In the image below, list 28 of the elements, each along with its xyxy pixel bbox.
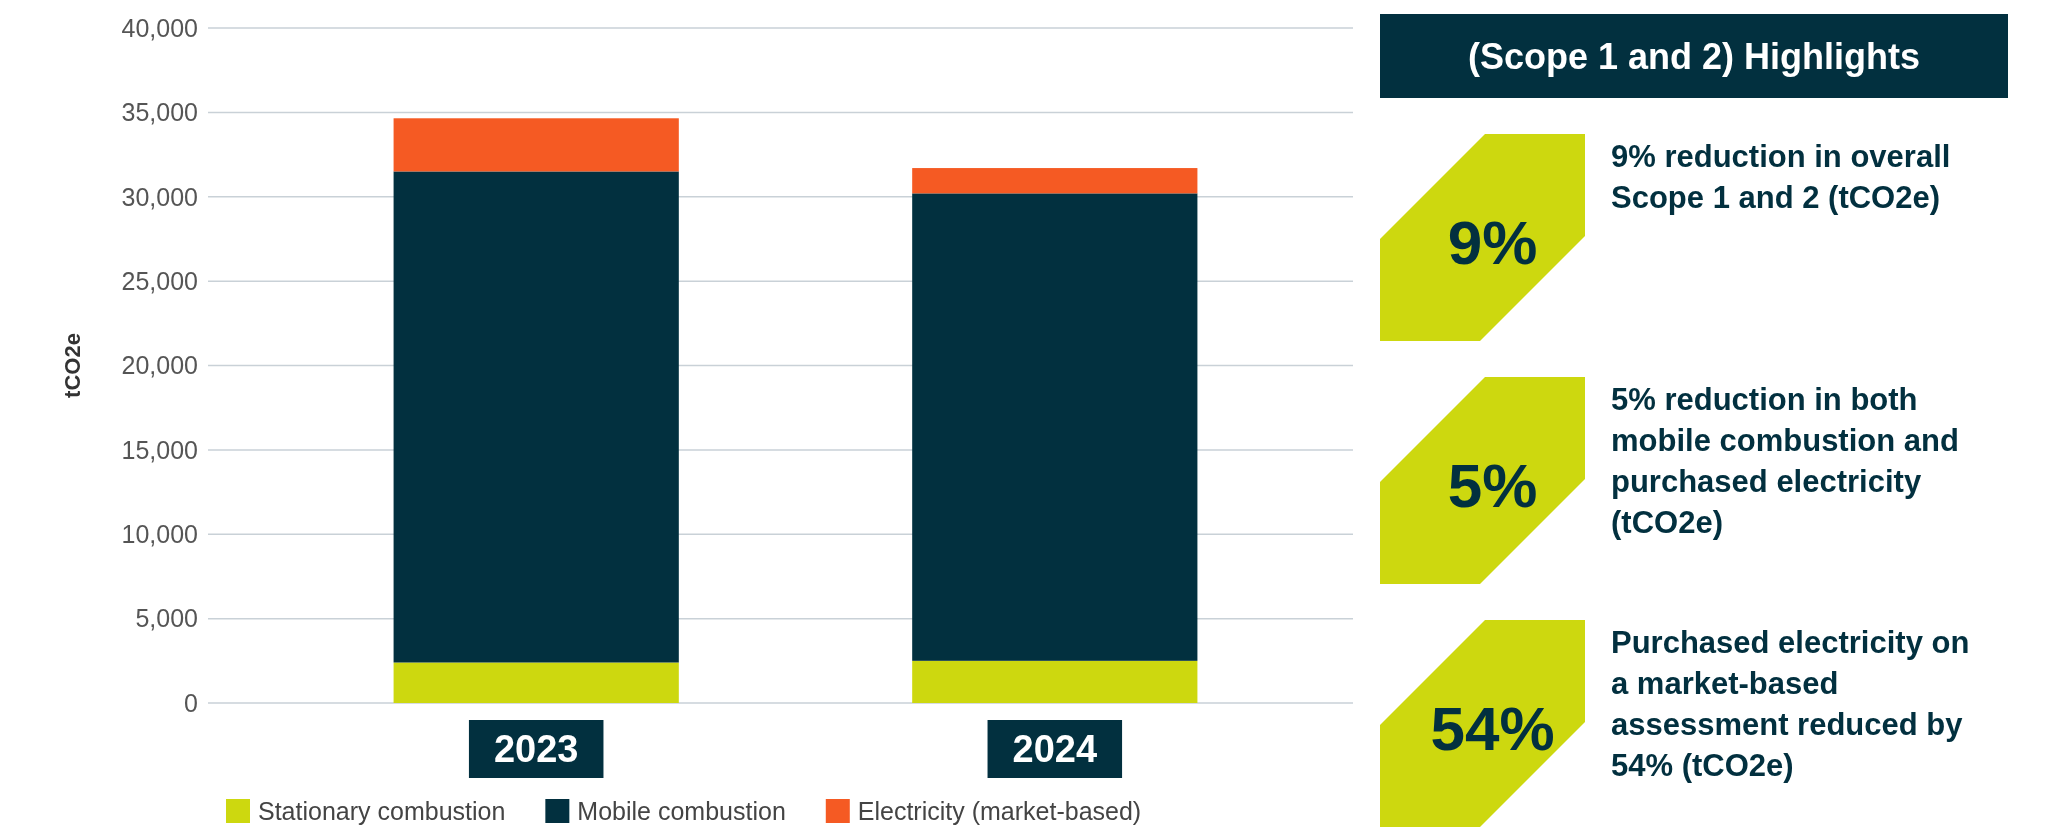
y-tick-label: 25,000 xyxy=(121,266,198,295)
text: 54% xyxy=(1430,694,1555,764)
bar xyxy=(393,171,679,663)
text: 5% xyxy=(1447,451,1538,521)
y-tick-label: 5,000 xyxy=(135,604,198,633)
x-tick-label: 2024 xyxy=(1012,728,1098,771)
text: Purchased electricity on a market-based assessment reduced by 54% (tCO2e) xyxy=(1611,624,1970,783)
x-tick-label: 2023 xyxy=(493,728,579,771)
y-tick-label: 0 xyxy=(184,688,198,717)
text: 9% xyxy=(1447,208,1538,278)
legend-label: Electricity (market-based) xyxy=(857,796,1142,825)
bar xyxy=(912,193,1198,661)
legend-label: Stationary combustion xyxy=(258,796,506,825)
y-axis-title: tCO2e xyxy=(60,333,85,398)
y-tick-label: 35,000 xyxy=(121,98,198,127)
y-tick-label: 30,000 xyxy=(121,182,198,211)
y-tick-label: 10,000 xyxy=(121,520,198,548)
bar xyxy=(393,118,679,172)
bar xyxy=(393,662,679,703)
legend-label: Mobile combustion xyxy=(577,796,786,825)
y-tick-label: 15,000 xyxy=(121,435,198,464)
text: 9% reduction in overall Scope 1 and 2 (tCO2e) xyxy=(1611,138,1951,215)
text: 5% reduction in both mobile combustion and purchased electricity (tCO2e) xyxy=(1611,381,1959,540)
y-tick-label: 20,000 xyxy=(121,351,198,380)
bar xyxy=(912,168,1198,194)
bar xyxy=(912,660,1198,703)
y-tick-label: 40,000 xyxy=(121,13,198,42)
text: (Scope 1 and 2) Highlights xyxy=(1467,35,1921,77)
